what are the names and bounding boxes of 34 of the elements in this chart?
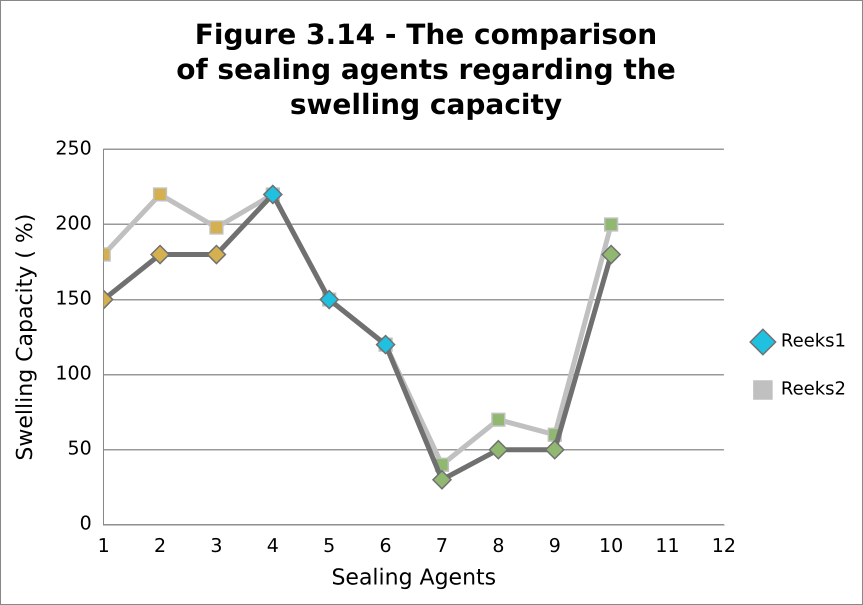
- x-tick-label: 9: [548, 535, 561, 558]
- point: [601, 244, 621, 264]
- legend-label: Reeks1: [780, 330, 846, 352]
- x-tick-label: 5: [323, 535, 336, 558]
- x-tick-label: 10: [599, 535, 624, 558]
- point: [604, 217, 618, 232]
- point: [544, 440, 564, 460]
- y-tick-label: 150: [55, 287, 92, 310]
- point: [319, 290, 339, 310]
- point: [150, 244, 170, 264]
- chart-title: Figure 3.14 - The comparison of sealing agents regarding the swelling capacity: [176, 17, 676, 122]
- x-tick-label: 11: [655, 535, 680, 558]
- x-tick-label: 7: [436, 535, 448, 558]
- point: [152, 187, 168, 202]
- x-tick-label: 3: [210, 535, 222, 558]
- y-tick-label: 200: [55, 212, 92, 234]
- x-axis-title: Sealing Agents: [331, 566, 496, 591]
- x-tick-label: 8: [492, 535, 504, 558]
- point: [491, 412, 506, 427]
- x-tick-label: 12: [712, 535, 736, 558]
- x-tick-label: 4: [266, 535, 279, 558]
- y-tick-label: 250: [55, 137, 92, 160]
- x-tick-label: 1: [98, 535, 110, 558]
- y-axis-title: Swelling Capacity ( %): [12, 214, 38, 461]
- y-tick-label: 0: [80, 512, 92, 535]
- point: [488, 440, 508, 460]
- x-tick-label: 6: [380, 535, 392, 558]
- x-tick-label: 2: [154, 535, 166, 558]
- legend-label: Reeks2: [780, 378, 846, 400]
- y-tick-label: 100: [55, 362, 92, 385]
- point: [206, 244, 226, 264]
- point: [432, 470, 452, 490]
- point: [209, 220, 224, 235]
- y-tick-label: 50: [67, 438, 92, 460]
